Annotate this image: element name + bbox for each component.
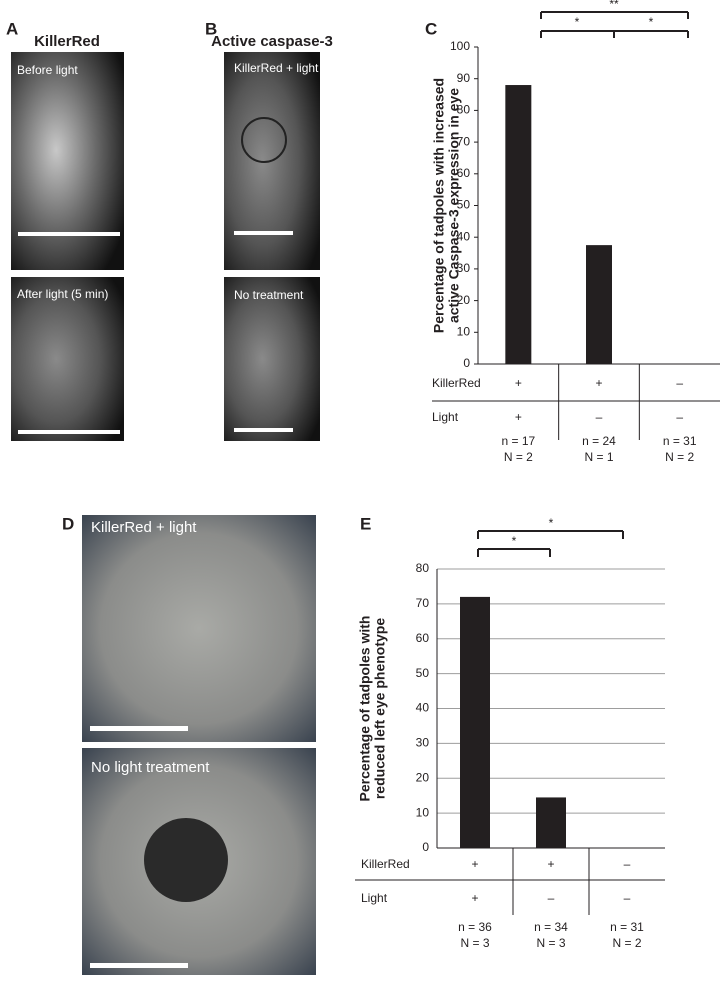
image-caption: After light (5 min) [17,287,108,301]
micrograph [11,52,124,270]
y-tick-label: 80 [416,561,430,575]
scale-bar [234,428,293,432]
y-tick-label: 50 [416,666,430,680]
image-caption: Before light [17,63,78,77]
sample-size: N = 3 [536,936,565,950]
panel-title: KillerRed [34,33,100,50]
scale-bar [234,231,293,235]
image-caption: No treatment [234,288,304,302]
scale-bar [18,430,120,434]
table-cell: + [547,857,554,871]
sample-size: N = 3 [460,936,489,950]
table-cell: + [515,376,522,390]
table-cell: – [548,891,555,905]
bar [505,85,532,364]
panel-label: E [360,514,371,533]
panel-label: C [425,19,437,38]
table-row-label: KillerRed [361,857,410,871]
sample-size: N = 2 [665,450,694,464]
sample-size: n = 17 [501,434,535,448]
table-row-label: KillerRed [432,376,481,390]
micrograph [224,277,320,441]
y-tick-label: 50 [457,198,471,212]
y-tick-label: 90 [457,71,471,85]
sample-size: N = 2 [504,450,533,464]
table-cell: – [676,376,683,390]
panel-label: A [6,19,18,38]
bar [586,245,612,364]
y-tick-label: 70 [416,596,430,610]
bar [536,797,566,848]
table-cell: – [624,891,631,905]
bar [460,596,490,848]
y-tick-label: 30 [457,261,471,275]
y-axis-label: Percentage of tadpoles with [357,616,373,802]
table-row-label: Light [432,410,459,424]
sample-size: n = 31 [663,434,697,448]
y-tick-label: 20 [416,770,430,784]
significance-label: * [649,15,654,29]
micrograph [11,277,124,441]
y-tick-label: 10 [416,805,430,819]
y-tick-label: 0 [463,356,470,370]
table-row-label: Light [361,891,388,905]
y-tick-label: 0 [422,840,429,854]
y-axis-label: active Caspase-3 expression in eye [446,88,462,323]
y-axis-label: reduced left eye phenotype [372,618,388,799]
y-tick-label: 100 [450,39,470,53]
y-tick-label: 80 [457,103,471,117]
sample-size: n = 31 [610,920,644,934]
table-cell: + [515,410,522,424]
sample-size: N = 1 [584,450,613,464]
scale-bar [18,232,120,236]
table-cell: – [676,410,683,424]
sample-size: n = 36 [458,920,492,934]
scale-bar [90,963,188,968]
panel-title: Active caspase-3 [211,33,333,50]
table-cell: + [595,376,602,390]
scale-bar [90,726,188,731]
table-cell: + [471,891,478,905]
table-cell: – [596,410,603,424]
y-tick-label: 10 [457,324,471,338]
micrograph [82,515,316,742]
significance-label: ** [609,0,619,11]
y-tick-label: 70 [457,134,471,148]
eye [241,117,287,163]
y-tick-label: 20 [457,293,471,307]
image-caption: KillerRed + light [91,519,197,536]
panel-label: B [205,19,217,38]
significance-label: * [575,15,580,29]
image-caption: No light treatment [91,759,210,776]
sample-size: N = 2 [612,936,641,950]
significance-label: * [549,516,554,530]
y-tick-label: 30 [416,736,430,750]
significance-label: * [512,534,517,548]
y-tick-label: 40 [416,701,430,715]
y-tick-label: 60 [457,166,471,180]
panel-label: D [62,514,74,533]
y-tick-label: 40 [457,229,471,243]
sample-size: n = 34 [534,920,568,934]
y-axis-label: Percentage of tadpoles with increased [431,78,447,333]
eye [144,818,228,902]
sample-size: n = 24 [582,434,616,448]
table-cell: + [471,857,478,871]
image-caption: KillerRed + light [234,61,319,75]
table-cell: – [624,857,631,871]
y-tick-label: 60 [416,631,430,645]
